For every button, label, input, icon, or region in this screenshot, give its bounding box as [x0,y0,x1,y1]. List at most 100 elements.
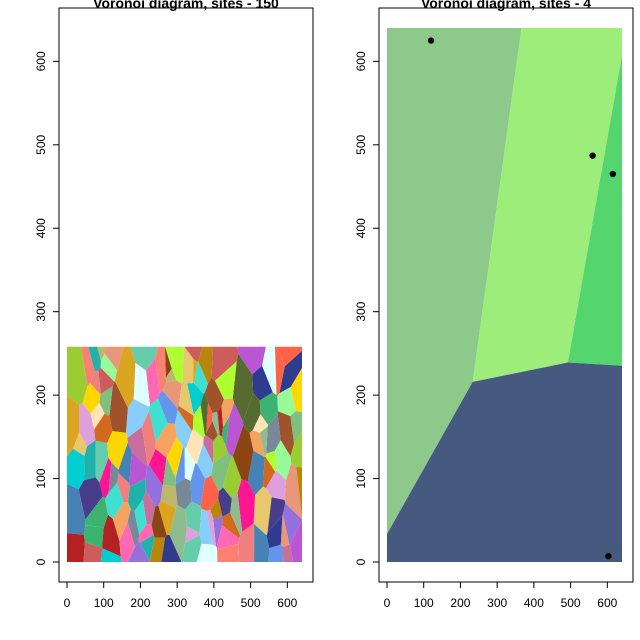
y-tick-label: 500 [354,134,368,154]
y-tick-label: 400 [34,218,48,238]
voronoi-cell [193,358,198,384]
voronoi-cell [212,411,220,436]
voronoi-cell [265,450,277,472]
voronoi-cell [249,430,265,457]
x-tick-label: 100 [94,596,114,610]
voronoi-cell [194,361,208,394]
voronoi-cell [162,380,182,409]
voronoi-cell [262,346,277,395]
chart-title: Voronoi diagram, sites - 4 [421,0,591,11]
voronoi-cell [142,490,156,525]
voronoi-cell [177,405,194,431]
voronoi-cell [237,346,266,375]
y-tick-label: 200 [34,385,48,405]
x-tick-label: 600 [597,596,617,610]
voronoi-cell [216,525,240,550]
voronoi-cell [184,447,196,481]
voronoi-cell [134,499,147,535]
voronoi-cell [290,431,302,468]
voronoi-cell [211,452,232,492]
voronoi-cell [84,440,96,481]
voronoi-cell [214,361,237,400]
y-tick-label: 600 [34,51,48,71]
voronoi-cell [190,463,206,506]
voronoi-cell [221,398,235,427]
voronoi-cell [127,509,140,547]
voronoi-cell [163,457,176,487]
voronoi-cell [252,414,268,433]
voronoi-site-point [605,552,612,560]
voronoi-cell [472,28,622,382]
voronoi-cell [217,544,240,562]
voronoi-cell [161,534,182,562]
voronoi-cell [104,346,124,371]
voronoi-cell [67,448,85,490]
voronoi-cell [387,362,622,562]
voronoi-cell [98,367,115,394]
voronoi-cell [128,478,146,512]
y-tick-label: 0 [354,558,368,565]
voronoi-cell [254,524,270,562]
x-tick-label: 0 [64,596,71,610]
chart-panel-150-sites: 0 100 200 300 400 500 600 0 100 200 300 400 500 600 V… [34,0,314,610]
voronoi-cell [290,411,302,444]
voronoi-cell [169,505,187,562]
voronoi-cell [266,413,281,454]
voronoi-cell [222,512,241,539]
voronoi-cell [94,413,113,443]
voronoi-cell [119,521,135,562]
voronoi-cell [205,420,218,441]
voronoi-cell [151,505,167,538]
voronoi-cell [99,457,112,499]
voronoi-cell [148,448,167,486]
voronoi-cell [125,399,150,438]
voronoi-cell [198,346,214,384]
voronoi-cell [218,487,232,517]
voronoi-cells [67,346,302,562]
voronoi-cell [175,478,192,510]
voronoi-cell [112,502,131,541]
voronoi-cell [184,346,203,362]
voronoi-site-point [609,170,617,178]
y-tick-label: 300 [354,301,368,321]
voronoi-cell [275,346,285,397]
voronoi-cell [149,537,166,562]
voronoi-cell [81,346,95,387]
voronoi-cell [232,425,254,482]
voronoi-cell [79,403,96,447]
voronoi-cell [149,398,168,442]
voronoi-cell [166,436,183,479]
voronoi-cell [101,548,123,562]
voronoi-cell [282,544,294,562]
axes: 0 100 200 300 400 500 600 0 100 200 300 400 500 600 [354,51,618,610]
voronoi-cell [164,346,172,378]
voronoi-cell [197,443,214,479]
voronoi-cell [204,377,224,413]
y-tick-label: 600 [354,51,368,71]
voronoi-cell [211,346,239,381]
x-tick-label: 200 [450,596,470,610]
voronoi-cell [263,456,276,489]
voronoi-cell [90,370,101,395]
voronoi-cell [67,483,86,535]
voronoi-cell [196,543,218,562]
voronoi-cell [133,362,150,407]
voronoi-cell [282,503,302,545]
voronoi-cell [118,442,132,484]
voronoi-cell [199,508,214,545]
voronoi-cell [213,515,223,548]
voronoi-cell [155,423,177,458]
voronoi-cell [279,350,302,394]
voronoi-cell [178,381,194,416]
voronoi-cell [185,501,202,533]
voronoi-cell [277,346,302,367]
voronoi-cell [259,426,268,457]
voronoi-cell [266,470,286,500]
voronoi-cell [145,464,163,507]
voronoi-cell [127,541,150,562]
voronoi-cell [83,525,104,548]
voronoi-cell [206,402,213,434]
voronoi-cells [387,28,622,562]
x-tick-label: 200 [130,596,150,610]
